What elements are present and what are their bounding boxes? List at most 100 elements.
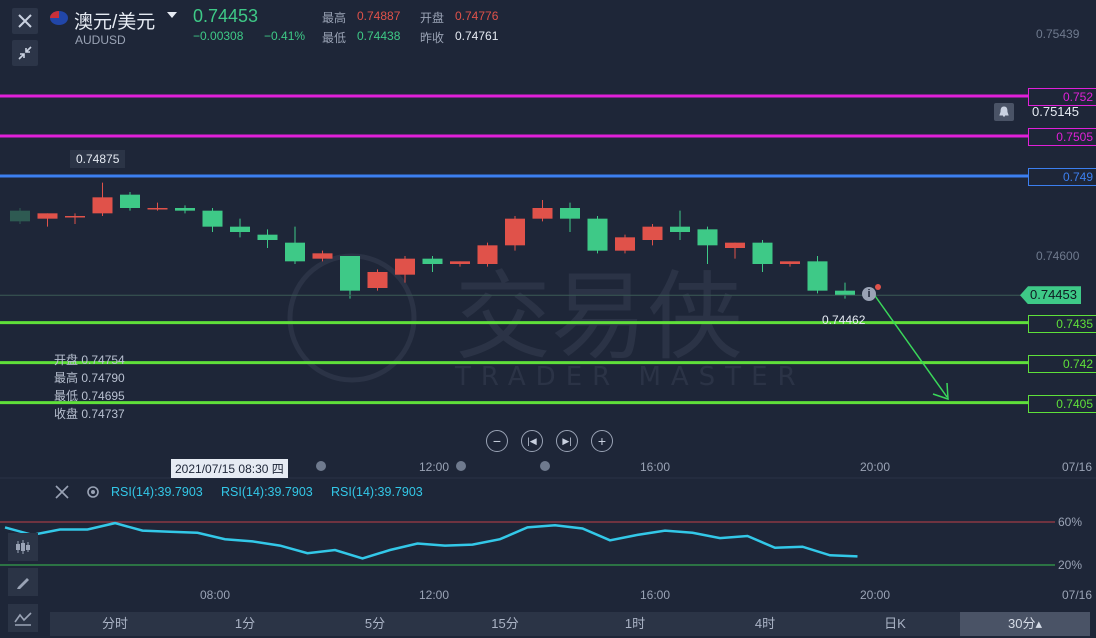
candle-body bbox=[587, 218, 608, 251]
alert-dot bbox=[875, 284, 881, 290]
hline-label: 0.7405 bbox=[1028, 394, 1096, 413]
draw-button[interactable] bbox=[8, 568, 38, 596]
low-value: 0.74438 bbox=[357, 29, 401, 43]
candle-body bbox=[285, 242, 305, 262]
gear-icon bbox=[87, 486, 99, 498]
tab-daily[interactable]: 日K bbox=[884, 616, 906, 631]
open-label: 开盘 bbox=[420, 11, 445, 25]
tab-4hour[interactable]: 4时 bbox=[754, 616, 776, 631]
candle bbox=[395, 256, 415, 283]
candle-body bbox=[780, 261, 800, 264]
rsi-label: RSI(14):39.7903 bbox=[111, 485, 203, 499]
tab-timeshare[interactable]: 分时 bbox=[101, 616, 128, 631]
candle bbox=[367, 269, 388, 291]
candle bbox=[835, 282, 855, 299]
candle bbox=[37, 213, 58, 227]
bell-icon bbox=[999, 106, 1009, 117]
zoom-in-button[interactable]: + bbox=[591, 430, 613, 452]
info-icon[interactable]: i bbox=[862, 287, 876, 301]
open-value: 0.74776 bbox=[455, 9, 499, 23]
tab-1min[interactable]: 1分 bbox=[234, 616, 256, 631]
candle-body bbox=[477, 245, 498, 264]
projection-arrow bbox=[872, 292, 949, 401]
candle bbox=[202, 208, 223, 232]
dropdown-icon[interactable] bbox=[167, 12, 177, 18]
min-price-label: 0.74462 bbox=[822, 313, 866, 327]
candle bbox=[725, 242, 745, 259]
candle bbox=[285, 226, 305, 264]
candle-body bbox=[65, 216, 85, 218]
candle bbox=[312, 250, 333, 262]
candle-body bbox=[10, 210, 30, 222]
candle bbox=[257, 229, 278, 248]
prev-close-value: 0.74761 bbox=[455, 29, 499, 43]
candle-body bbox=[147, 208, 168, 210]
scroll-end-button[interactable]: ▶| bbox=[556, 430, 578, 452]
x-tick: 20:00 bbox=[860, 460, 891, 474]
price-change: −0.00308 bbox=[193, 29, 244, 43]
rsi-x-tick: 12:00 bbox=[419, 588, 450, 602]
tab-30min[interactable]: 30分▴ bbox=[960, 612, 1090, 636]
candle-body bbox=[835, 290, 855, 296]
close-button[interactable] bbox=[12, 8, 38, 34]
scroll-dot[interactable] bbox=[540, 461, 550, 471]
plus-icon: + bbox=[597, 433, 607, 449]
x-tick: 12:00 bbox=[419, 460, 450, 474]
candle-body bbox=[367, 272, 388, 288]
scroll-start-button[interactable]: |◀ bbox=[521, 430, 543, 452]
rsi-label: RSI(14):39.7903 bbox=[331, 485, 423, 499]
tab-1hour[interactable]: 1时 bbox=[624, 616, 646, 631]
candle bbox=[147, 202, 168, 211]
pair-name[interactable]: 澳元/美元 bbox=[74, 12, 156, 33]
alert-button[interactable] bbox=[994, 103, 1014, 121]
hline-label: 0.749 bbox=[1028, 168, 1096, 186]
line-tool-button[interactable] bbox=[8, 604, 38, 632]
prev-close-label: 昨收 bbox=[420, 31, 445, 45]
ohlc-low: 最低 0.74695 bbox=[54, 389, 125, 403]
candle-body bbox=[697, 229, 718, 246]
candle-body bbox=[340, 256, 360, 291]
scroll-dot[interactable] bbox=[456, 461, 466, 471]
candle bbox=[670, 210, 690, 240]
watermark-en: TRADER MASTER bbox=[454, 362, 806, 392]
candle bbox=[10, 208, 30, 224]
candle bbox=[642, 224, 663, 246]
candle bbox=[532, 200, 553, 222]
last-price: 0.74453 bbox=[193, 6, 259, 26]
low-label: 最低 bbox=[322, 31, 347, 45]
candle-body bbox=[395, 258, 415, 275]
skip-forward-icon: ▶| bbox=[562, 435, 572, 446]
rsi-x-tick: 07/16 bbox=[1062, 588, 1093, 602]
rsi-level-60: 60% bbox=[1058, 515, 1083, 529]
crosshair-time: 2021/07/15 08:30 四 bbox=[171, 459, 288, 478]
rsi-close-button[interactable] bbox=[54, 484, 70, 505]
minus-icon: − bbox=[492, 433, 502, 449]
close-icon bbox=[55, 485, 69, 499]
current-price-tag: 0.74453 bbox=[1020, 286, 1081, 305]
candle-body bbox=[615, 237, 635, 251]
candle-body bbox=[505, 218, 525, 246]
indicator-button[interactable] bbox=[8, 533, 38, 561]
zoom-out-button[interactable]: − bbox=[486, 430, 508, 452]
tab-15min[interactable]: 15分 bbox=[491, 616, 519, 631]
candle bbox=[230, 218, 250, 238]
collapse-button[interactable] bbox=[12, 40, 38, 66]
rsi-settings-button[interactable] bbox=[85, 484, 101, 505]
candle bbox=[780, 261, 800, 267]
symbol: AUDUSD bbox=[75, 33, 126, 47]
scroll-dot[interactable] bbox=[316, 461, 326, 471]
skip-back-icon: |◀ bbox=[527, 435, 537, 446]
max-price-label: 0.74875 bbox=[70, 150, 126, 168]
close-icon bbox=[18, 14, 32, 28]
candle bbox=[560, 202, 580, 232]
candle bbox=[752, 240, 773, 272]
rsi-line bbox=[4, 521, 858, 560]
tab-5min[interactable]: 5分 bbox=[364, 616, 386, 631]
hline-label: 0.7435 bbox=[1028, 314, 1096, 333]
candle-body bbox=[422, 258, 443, 264]
candle-body bbox=[450, 261, 470, 264]
interval-tabbar: 分时 1分 5分 15分 1时 4时 日K 30分▴ bbox=[50, 612, 1090, 636]
high-value: 0.74887 bbox=[357, 9, 401, 23]
x-tick: 16:00 bbox=[640, 460, 671, 474]
candle bbox=[422, 256, 443, 272]
